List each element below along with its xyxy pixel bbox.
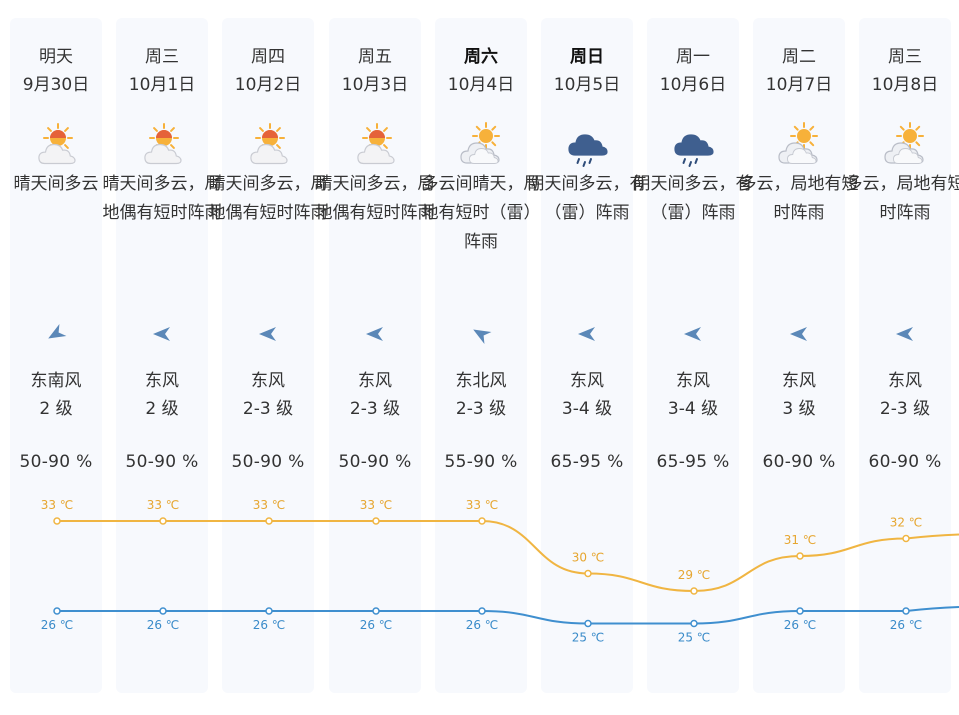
day-date: 9月30日: [22, 75, 90, 95]
wind-level: 2 级: [145, 399, 179, 419]
wind-northeast-icon: [469, 322, 493, 346]
sunny-cloudy-icon: [350, 121, 400, 169]
day-date: 10月8日: [871, 75, 939, 95]
wind-direction: 东北风: [455, 371, 507, 391]
humidity-range: 50-90 %: [231, 452, 305, 472]
wind-level: 2-3 级: [455, 399, 507, 419]
day-weekday: 周五: [358, 47, 392, 67]
day-description: 阴天间多云，有（雷）阵雨: [633, 174, 753, 223]
day-weekday: 周三: [145, 47, 179, 67]
thunder-rain-icon: [668, 121, 718, 169]
day-weekday: 周四: [251, 47, 285, 67]
day-description: 晴天间多云，局地偶有短时阵雨: [208, 174, 328, 223]
wind-southeast-icon: [44, 322, 68, 346]
humidity-range: 50-90 %: [125, 452, 199, 472]
sunny-cloudy-icon: [243, 121, 293, 169]
sunny-cloudy-icon: [137, 121, 187, 169]
day-description: 阴天间多云，有（雷）阵雨: [527, 174, 647, 223]
day-column: 周日 10月5日阴天间多云，有（雷）阵雨东风 3-4 级 65-95 %: [528, 18, 647, 693]
wind-direction: 东风: [782, 371, 816, 391]
day-date: 10月7日: [765, 75, 833, 95]
wind-east-icon: [363, 322, 387, 346]
day-description: 晴天间多云: [13, 174, 99, 194]
wind-level: 3-4 级: [561, 399, 613, 419]
day-description: 多云，局地有短时阵雨: [845, 174, 959, 223]
wind-level: 2-3 级: [879, 399, 931, 419]
wind-level: 2-3 级: [349, 399, 401, 419]
sunny-cloudy-icon: [31, 121, 81, 169]
humidity-range: 50-90 %: [19, 452, 93, 472]
wind-direction: 东风: [570, 371, 604, 391]
wind-level: 3 级: [782, 399, 816, 419]
day-column: 周二 10月7日多云，局地有短时阵雨东风 3 级 60-90 %: [740, 18, 859, 693]
wind-level: 2-3 级: [242, 399, 294, 419]
day-weekday: 周六: [464, 47, 498, 67]
wind-direction: 东风: [676, 371, 710, 391]
day-description: 多云，局地有短时阵雨: [739, 174, 859, 223]
cloudy-sunny-icon: [880, 121, 930, 169]
humidity-range: 60-90 %: [762, 452, 836, 472]
wind-east-icon: [575, 322, 599, 346]
day-weekday: 周日: [570, 47, 604, 67]
humidity-range: 50-90 %: [338, 452, 412, 472]
day-date: 10月1日: [128, 75, 196, 95]
day-date: 10月4日: [447, 75, 515, 95]
wind-direction: 东风: [145, 371, 179, 391]
humidity-range: 65-95 %: [550, 452, 624, 472]
wind-direction: 东风: [251, 371, 285, 391]
day-date: 10月5日: [553, 75, 621, 95]
day-date: 10月6日: [659, 75, 727, 95]
day-column: 周三 10月8日多云，局地有短时阵雨东风 2-3 级 60-90 %: [846, 18, 959, 693]
wind-direction: 东南风: [30, 371, 82, 391]
day-column: 周六 10月4日多云间晴天，局地有短时（雷）阵雨东北风 2-3 级 55-90 %: [422, 18, 541, 693]
wind-east-icon: [256, 322, 280, 346]
thunder-rain-icon: [562, 121, 612, 169]
day-weekday: 明天: [39, 47, 73, 67]
wind-level: 2 级: [39, 399, 73, 419]
wind-east-icon: [150, 322, 174, 346]
humidity-range: 65-95 %: [656, 452, 730, 472]
wind-east-icon: [787, 322, 811, 346]
wind-level: 3-4 级: [667, 399, 719, 419]
day-weekday: 周二: [782, 47, 816, 67]
day-column: 周一 10月6日阴天间多云，有（雷）阵雨东风 3-4 级 65-95 %: [634, 18, 753, 693]
humidity-range: 60-90 %: [868, 452, 942, 472]
day-description: 晴天间多云，局地偶有短时阵雨: [102, 174, 222, 223]
day-weekday: 周一: [676, 47, 710, 67]
day-date: 10月2日: [234, 75, 302, 95]
cloudy-sunny-icon: [774, 121, 824, 169]
day-column: 周三 10月1日晴天间多云，局地偶有短时阵雨东风 2 级 50-90 %: [103, 18, 222, 693]
wind-direction: 东风: [888, 371, 922, 391]
humidity-range: 55-90 %: [444, 452, 518, 472]
day-column: 明天 9月30日晴天间多云东南风 2 级 50-90 %: [10, 18, 102, 693]
cloudy-sunny-icon: [456, 121, 506, 169]
wind-east-icon: [681, 322, 705, 346]
day-description: 多云间晴天，局地有短时（雷）阵雨: [421, 174, 541, 252]
day-column: 周五 10月3日晴天间多云，局地偶有短时阵雨东风 2-3 级 50-90 %: [316, 18, 435, 693]
wind-direction: 东风: [358, 371, 392, 391]
day-column: 周四 10月2日晴天间多云，局地偶有短时阵雨东风 2-3 级 50-90 %: [209, 18, 328, 693]
wind-east-icon: [893, 322, 917, 346]
day-date: 10月3日: [341, 75, 409, 95]
day-weekday: 周三: [888, 47, 922, 67]
day-description: 晴天间多云，局地偶有短时阵雨: [315, 174, 435, 223]
